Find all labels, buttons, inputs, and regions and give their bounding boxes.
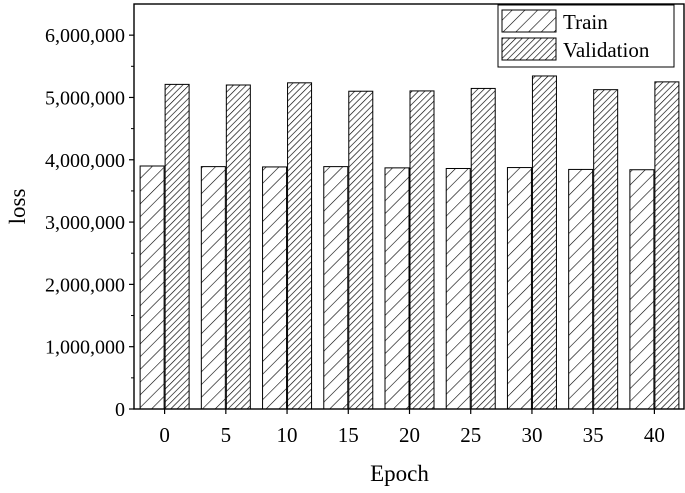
bar-train-25 bbox=[445, 167, 471, 410]
y-tick-label: 6,000,000 bbox=[45, 25, 125, 47]
bar-validation-20 bbox=[409, 90, 435, 410]
bar-validation-25 bbox=[470, 87, 496, 410]
x-tick-label: 35 bbox=[583, 423, 604, 447]
bar-validation-5 bbox=[225, 84, 251, 410]
bar-train-5 bbox=[200, 166, 226, 410]
bar-validation-0 bbox=[164, 83, 190, 410]
x-tick-label: 40 bbox=[644, 423, 665, 447]
x-tick-label: 30 bbox=[521, 423, 542, 447]
x-tick-label: 15 bbox=[338, 423, 359, 447]
bar-validation-15 bbox=[348, 90, 374, 410]
bar-train-35 bbox=[568, 168, 594, 410]
y-tick-label: 2,000,000 bbox=[45, 274, 125, 296]
legend-label-validation: Validation bbox=[563, 38, 650, 62]
legend-label-train: Train bbox=[563, 10, 608, 34]
y-tick-label: 4,000,000 bbox=[45, 150, 125, 172]
y-tick-label: 0 bbox=[115, 399, 125, 421]
x-tick-label: 20 bbox=[399, 423, 420, 447]
x-axis-label: Epoch bbox=[370, 461, 429, 486]
bar-validation-40 bbox=[654, 81, 680, 410]
y-axis-label: loss bbox=[5, 189, 30, 225]
bar-train-30 bbox=[506, 167, 532, 410]
x-tick-label: 5 bbox=[221, 423, 232, 447]
bar-train-15 bbox=[323, 166, 349, 410]
bar-validation-35 bbox=[593, 89, 619, 410]
y-tick-label: 5,000,000 bbox=[45, 87, 125, 109]
y-tick-label: 3,000,000 bbox=[45, 212, 125, 234]
legend: Train Validation bbox=[497, 4, 675, 68]
legend-swatch-validation bbox=[501, 37, 557, 61]
bar-validation-10 bbox=[287, 82, 313, 410]
x-tick-label: 0 bbox=[159, 423, 170, 447]
bar-validation-30 bbox=[531, 75, 557, 410]
y-tick-label: 1,000,000 bbox=[45, 337, 125, 359]
bar-train-40 bbox=[629, 169, 655, 410]
axes-layer: 0 1,000,000 2,000,000 3,000,000 4,000,000 5,0… bbox=[5, 3, 685, 486]
bars-layer bbox=[139, 75, 680, 410]
x-tick-label: 25 bbox=[460, 423, 481, 447]
bar-train-0 bbox=[139, 165, 165, 410]
x-tick-label: 10 bbox=[277, 423, 298, 447]
bar-train-20 bbox=[384, 167, 410, 410]
legend-swatch-train bbox=[501, 9, 557, 33]
bar-train-10 bbox=[262, 166, 288, 410]
